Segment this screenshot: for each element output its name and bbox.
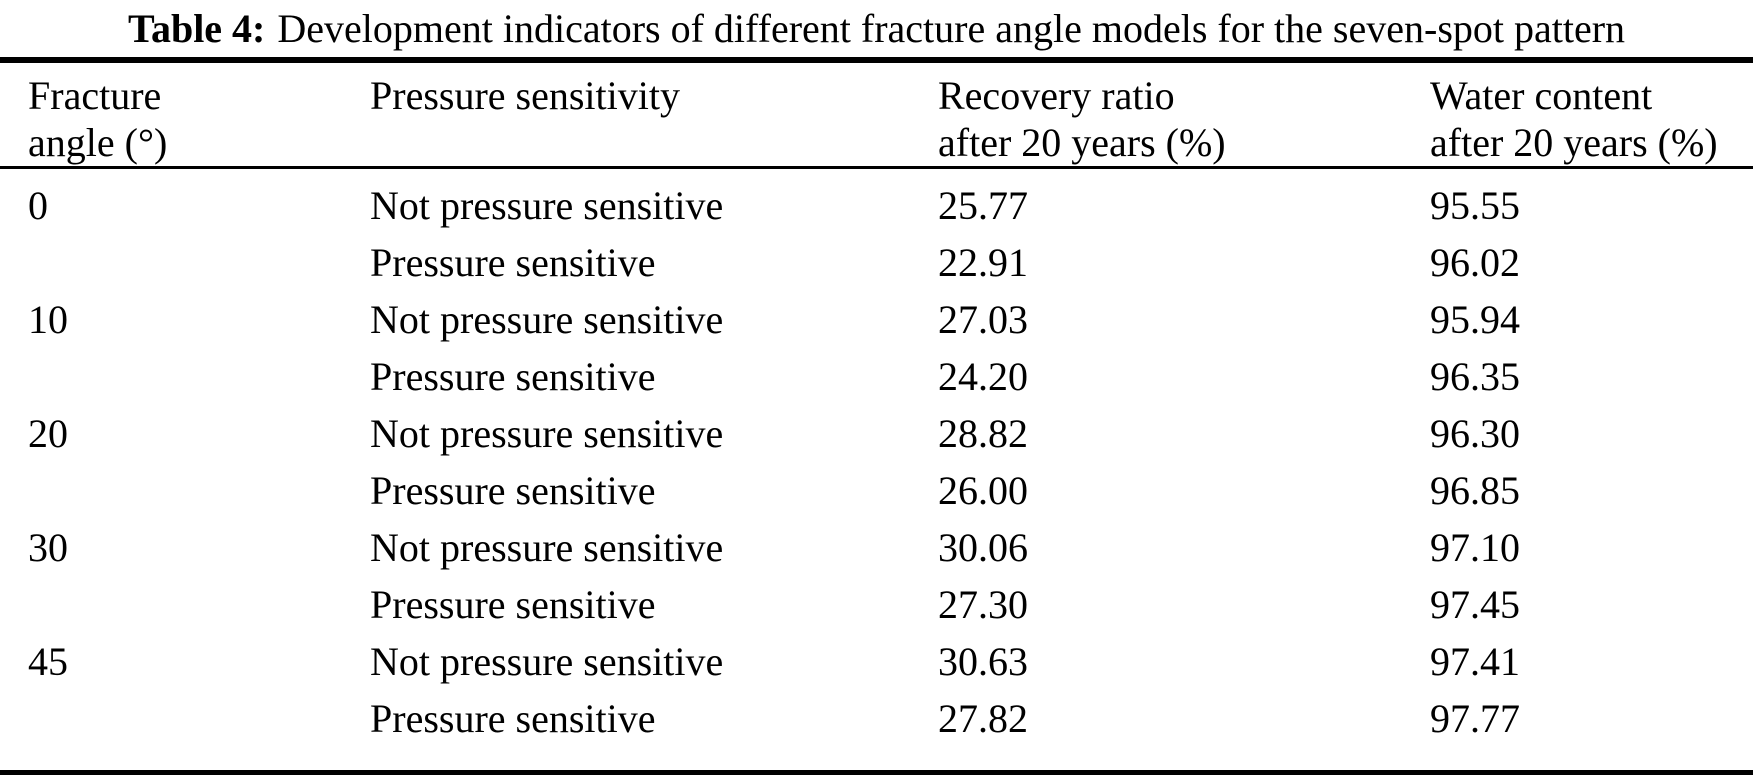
cell-fracture-angle: [28, 576, 370, 633]
header-line: Water content: [1430, 73, 1653, 118]
cell-fracture-angle: [28, 462, 370, 519]
cell-water-content: 96.85: [1430, 468, 1520, 513]
cell-pressure-sensitivity: Pressure sensitive: [370, 240, 656, 285]
table-caption-label: Table 4:: [127, 6, 266, 51]
table-caption: Table 4: Development indicators of differ…: [0, 0, 1753, 57]
cell-fracture-angle: 10: [28, 297, 68, 342]
cell-fracture-angle: [28, 234, 370, 291]
cell-pressure-sensitivity: Pressure sensitive: [370, 468, 656, 513]
cell-water-content: 95.94: [1430, 297, 1520, 342]
header-line: angle (°): [28, 120, 168, 165]
table-row: 0 Not pressure sensitive 25.77 95.55: [0, 177, 1753, 234]
cell-recovery-ratio: 24.20: [938, 354, 1028, 399]
cell-fracture-angle: 30: [28, 525, 68, 570]
cell-water-content: 95.55: [1430, 183, 1520, 228]
cell-pressure-sensitivity: Not pressure sensitive: [370, 183, 724, 228]
table-row: Pressure sensitive 27.82 97.77: [0, 690, 1753, 747]
table-row: 10 Not pressure sensitive 27.03 95.94: [0, 291, 1753, 348]
header-line: after 20 years (%): [1430, 120, 1718, 165]
cell-pressure-sensitivity: Pressure sensitive: [370, 696, 656, 741]
cell-recovery-ratio: 26.00: [938, 468, 1028, 513]
cell-recovery-ratio: 27.82: [938, 696, 1028, 741]
cell-fracture-angle: [28, 690, 370, 747]
cell-water-content: 96.02: [1430, 240, 1520, 285]
table-caption-text: Development indicators of different frac…: [277, 6, 1626, 51]
cell-fracture-angle: 45: [28, 639, 68, 684]
cell-pressure-sensitivity: Pressure sensitive: [370, 354, 656, 399]
cell-pressure-sensitivity: Not pressure sensitive: [370, 639, 724, 684]
header-line: Fracture: [28, 73, 162, 118]
table-row: 30 Not pressure sensitive 30.06 97.10: [0, 519, 1753, 576]
cell-pressure-sensitivity: Not pressure sensitive: [370, 525, 724, 570]
table-header-row: Fracture angle (°) Pressure sensitivity …: [0, 63, 1753, 166]
cell-pressure-sensitivity: Not pressure sensitive: [370, 411, 724, 456]
cell-water-content: 97.77: [1430, 696, 1520, 741]
table-row: Pressure sensitive 26.00 96.85: [0, 462, 1753, 519]
header-pressure-sensitivity: Pressure sensitivity: [370, 72, 938, 166]
cell-recovery-ratio: 27.03: [938, 297, 1028, 342]
cell-pressure-sensitivity: Pressure sensitive: [370, 582, 656, 627]
cell-fracture-angle: [28, 348, 370, 405]
table-row: Pressure sensitive 24.20 96.35: [0, 348, 1753, 405]
header-fracture-angle: Fracture angle (°): [28, 72, 370, 166]
cell-water-content: 97.41: [1430, 639, 1520, 684]
header-recovery-ratio: Recovery ratio after 20 years (%): [938, 72, 1430, 166]
header-line: Recovery ratio: [938, 73, 1175, 118]
top-rule: [0, 57, 1753, 63]
header-line: Pressure sensitivity: [370, 73, 680, 118]
cell-water-content: 96.35: [1430, 354, 1520, 399]
table-body: 0 Not pressure sensitive 25.77 95.55 Pre…: [0, 169, 1753, 747]
header-line: after 20 years (%): [938, 120, 1226, 165]
cell-water-content: 97.10: [1430, 525, 1520, 570]
cell-recovery-ratio: 30.63: [938, 639, 1028, 684]
cell-recovery-ratio: 27.30: [938, 582, 1028, 627]
table-row: Pressure sensitive 22.91 96.02: [0, 234, 1753, 291]
header-water-content: Water content after 20 years (%): [1430, 72, 1753, 166]
cell-water-content: 96.30: [1430, 411, 1520, 456]
table-row: 20 Not pressure sensitive 28.82 96.30: [0, 405, 1753, 462]
cell-fracture-angle: 0: [28, 183, 48, 228]
header-rule: [0, 166, 1753, 169]
table-row: 45 Not pressure sensitive 30.63 97.41: [0, 633, 1753, 690]
cell-recovery-ratio: 22.91: [938, 240, 1028, 285]
cell-fracture-angle: 20: [28, 411, 68, 456]
cell-water-content: 97.45: [1430, 582, 1520, 627]
cell-recovery-ratio: 25.77: [938, 183, 1028, 228]
cell-recovery-ratio: 30.06: [938, 525, 1028, 570]
cell-pressure-sensitivity: Not pressure sensitive: [370, 297, 724, 342]
table-row: Pressure sensitive 27.30 97.45: [0, 576, 1753, 633]
bottom-rule: [0, 770, 1753, 775]
cell-recovery-ratio: 28.82: [938, 411, 1028, 456]
